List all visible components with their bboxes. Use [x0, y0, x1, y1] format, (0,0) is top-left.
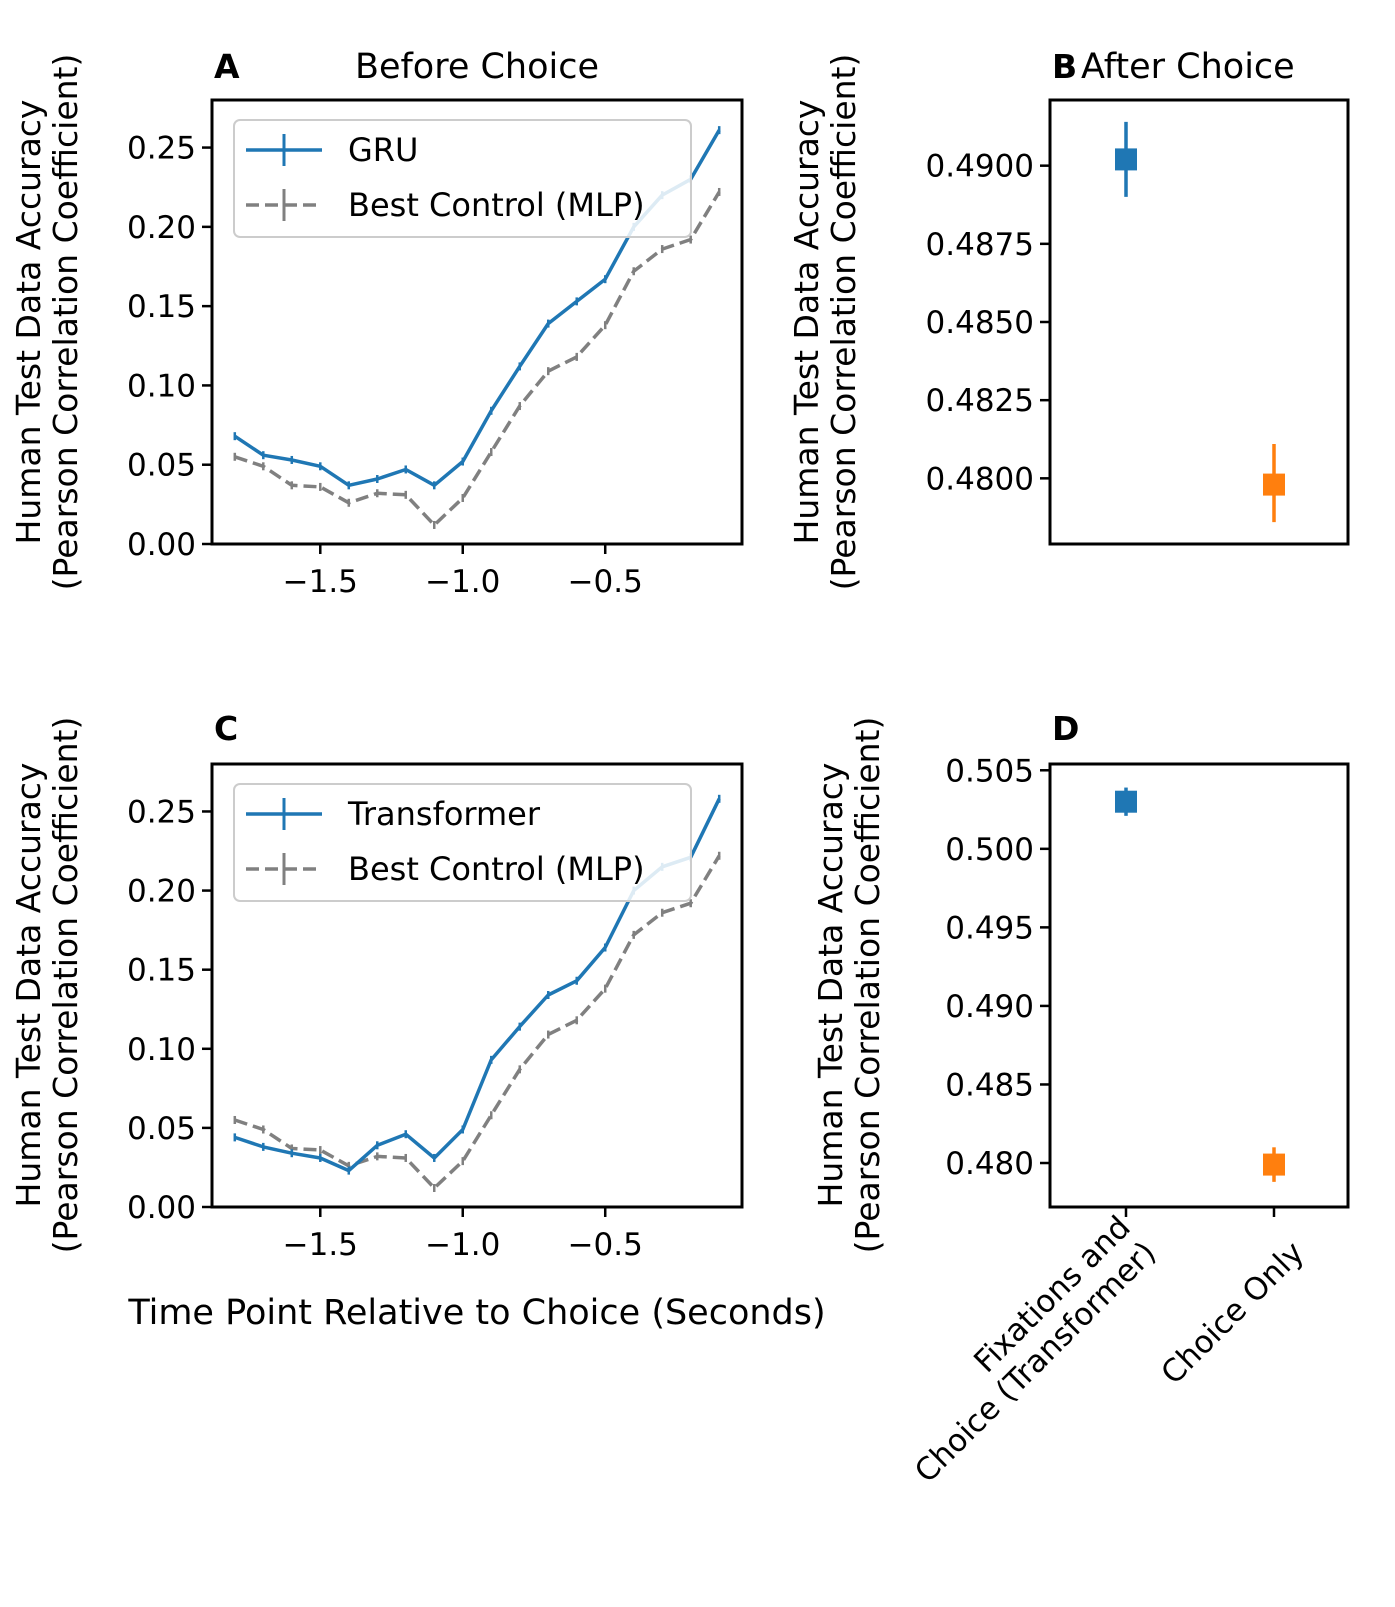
panel-a: A Before Choice Human Test Data Accuracy(P… — [9, 47, 744, 600]
y-tick-label: 0.10 — [127, 1032, 196, 1068]
y-tick-label: 0.00 — [127, 527, 196, 563]
x-tick-label: −1.0 — [425, 1227, 500, 1263]
data-point — [1115, 148, 1137, 171]
y-tick-label: 0.4800 — [926, 461, 1034, 497]
legend-box — [233, 119, 692, 238]
y-tick-label: 0.4850 — [926, 305, 1034, 341]
y-tick-label: 0.4875 — [926, 227, 1034, 263]
legend-label: Best Control (MLP) — [348, 850, 645, 888]
x-tick-label: Choice Only — [1154, 1235, 1311, 1392]
panel-letter: C — [214, 709, 238, 748]
panel-b: B After Choice Human Test Data Accuracy(Pe… — [787, 47, 1350, 591]
x-tick-label: −0.5 — [568, 564, 643, 600]
data-point — [1263, 473, 1285, 496]
y-axis-label-line: (Pearson Correlation Coefficient) — [824, 54, 863, 591]
series-line-control — [234, 854, 721, 1190]
y-tick-label: 0.4825 — [926, 383, 1034, 419]
axes-frame — [210, 762, 744, 1209]
y-axis-label-line: Human Test Data Accuracy — [9, 100, 48, 545]
x-tick-label: −1.5 — [283, 564, 358, 600]
axes-frame — [210, 98, 744, 546]
x-axis-label: Time Point Relative to Choice (Seconds) — [127, 1293, 825, 1333]
y-axis-label-line: Human Test Data Accuracy — [787, 100, 826, 545]
panel-title: Before Choice — [355, 47, 599, 87]
x-tick-label-line: Choice (Transformer) — [908, 1235, 1163, 1490]
x-tick-label-line: Choice Only — [1154, 1235, 1311, 1392]
panel-letter: A — [214, 47, 240, 86]
y-tick-label: 0.20 — [127, 874, 196, 910]
y-tick-label: 0.05 — [127, 1111, 196, 1147]
y-tick-label: 0.4900 — [926, 149, 1034, 185]
x-tick-label: −1.5 — [283, 1227, 358, 1263]
x-tick-label: −1.0 — [425, 564, 500, 600]
data-point — [1115, 790, 1137, 813]
panel-letter: D — [1052, 709, 1079, 748]
y-axis-label-line: (Pearson Correlation Coefficient) — [46, 54, 85, 591]
y-axis-label: Human Test Data Accuracy(Pearson Correla… — [9, 54, 85, 591]
legend-label: Transformer — [347, 795, 541, 833]
y-tick-label: 0.490 — [945, 989, 1034, 1025]
y-tick-label: 0.15 — [127, 953, 196, 989]
y-tick-label: 0.20 — [127, 210, 196, 246]
x-tick-label: −0.5 — [568, 1227, 643, 1263]
y-tick-label: 0.495 — [945, 910, 1034, 946]
panel-c: C Human Test Data Accuracy(Pearson Correl… — [9, 709, 826, 1333]
y-tick-label: 0.25 — [127, 794, 196, 830]
legend-box — [233, 783, 692, 902]
y-axis-label-line: (Pearson Correlation Coefficient) — [46, 717, 85, 1254]
legend-label: GRU — [348, 131, 418, 169]
panel-d: D Human Test Data Accuracy(Pearson Correl… — [811, 709, 1350, 1490]
y-axis-label-line: Human Test Data Accuracy — [811, 763, 850, 1208]
y-tick-label: 0.10 — [127, 368, 196, 404]
x-tick-label: Fixations andChoice (Transformer) — [882, 1209, 1163, 1490]
y-tick-label: 0.05 — [127, 448, 196, 484]
axes-frame — [1048, 98, 1350, 546]
y-axis-label-line: (Pearson Correlation Coefficient) — [848, 717, 887, 1254]
panel-title: After Choice — [1081, 47, 1295, 87]
y-axis-label: Human Test Data Accuracy(Pearson Correla… — [9, 717, 85, 1254]
y-tick-label: 0.00 — [127, 1190, 196, 1226]
data-point — [1263, 1153, 1285, 1176]
axes-frame — [1048, 762, 1350, 1209]
series-line-control — [234, 191, 721, 527]
y-tick-label: 0.485 — [945, 1067, 1034, 1103]
y-tick-label: 0.25 — [127, 131, 196, 167]
legend-label: Best Control (MLP) — [348, 186, 645, 224]
y-axis-label-line: Human Test Data Accuracy — [9, 763, 48, 1208]
y-axis-label: Human Test Data Accuracy(Pearson Correla… — [811, 717, 887, 1254]
y-tick-label: 0.15 — [127, 289, 196, 325]
y-tick-label: 0.505 — [945, 753, 1034, 789]
y-tick-label: 0.500 — [945, 832, 1034, 868]
y-tick-label: 0.480 — [945, 1146, 1034, 1182]
y-axis-label: Human Test Data Accuracy(Pearson Correla… — [787, 54, 863, 591]
panel-letter: B — [1052, 47, 1077, 86]
